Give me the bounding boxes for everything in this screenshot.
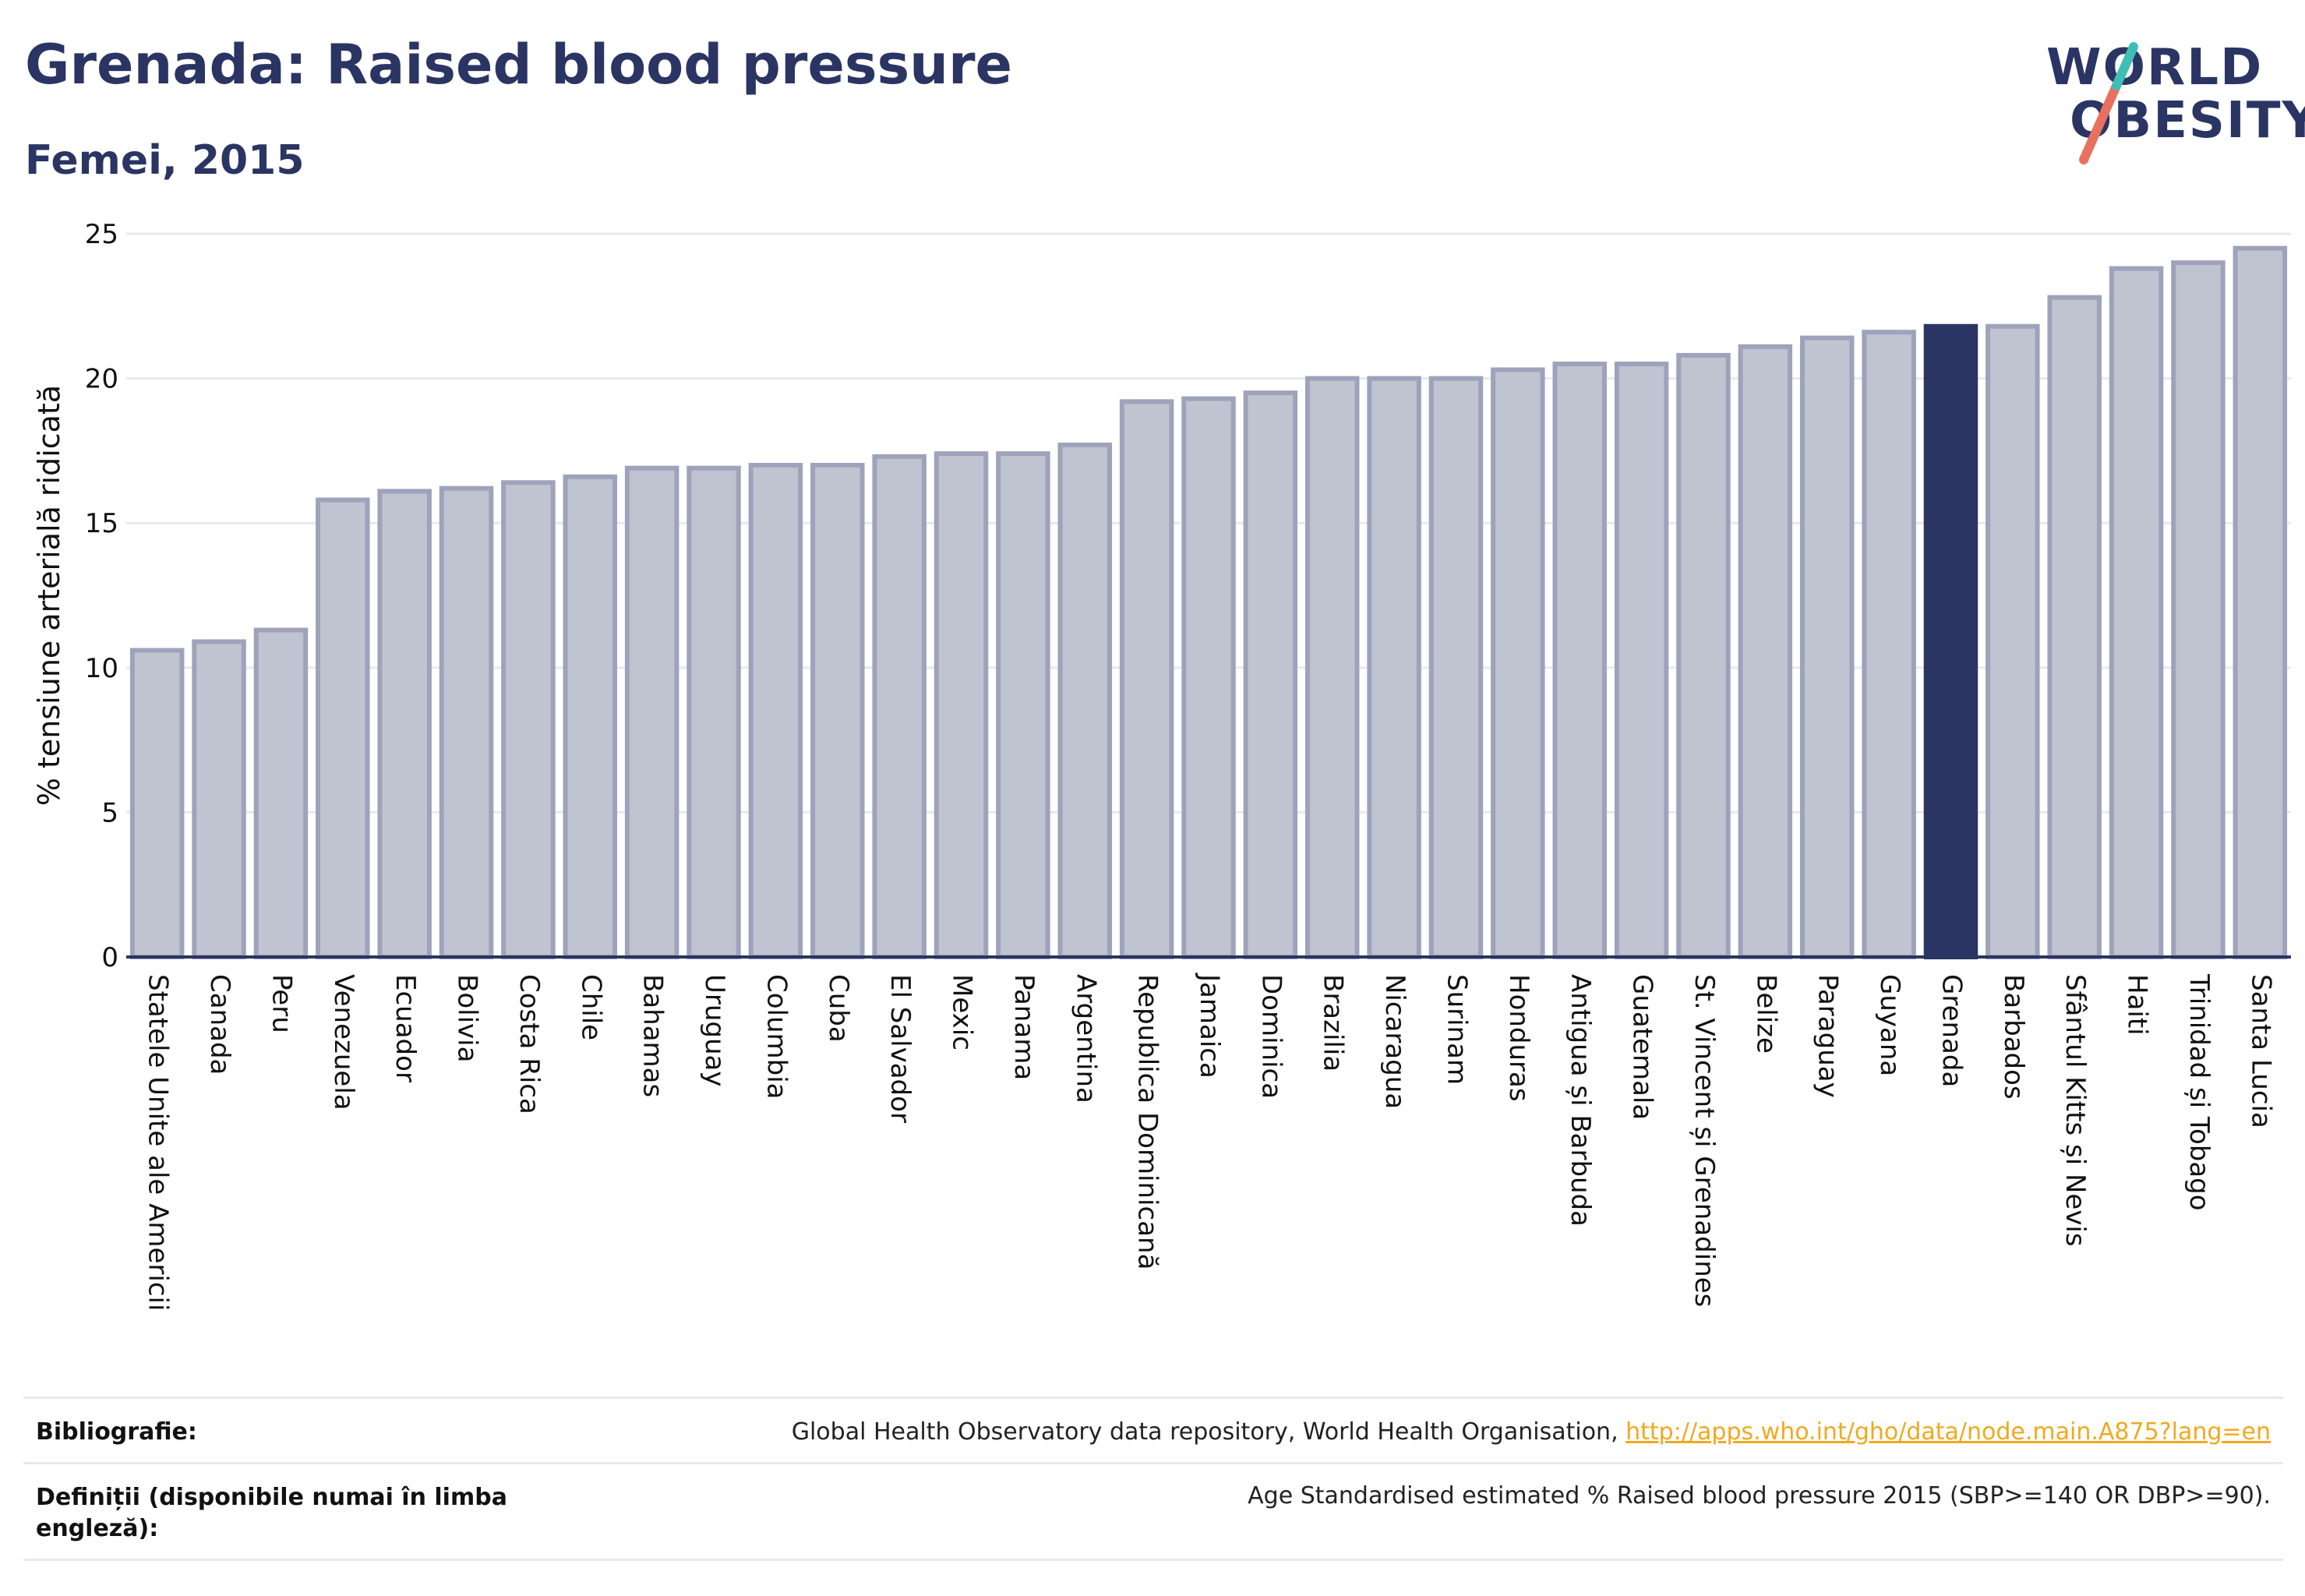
y-axis-label: % tensiune arterială ridicată [32, 385, 66, 806]
bibliography-text: Global Health Observatory data repositor… [791, 1418, 1626, 1446]
bar [2047, 295, 2102, 959]
bar [129, 648, 185, 959]
bar [1676, 352, 1731, 960]
bar [501, 480, 556, 959]
bar [810, 462, 865, 959]
x-tick-label: Jamaica [1194, 973, 1225, 1079]
y-tick-label: 15 [85, 508, 118, 539]
x-tick-label: El Salvador [884, 974, 916, 1123]
x-tick-label: Sfântul Kitts și Nevis [2060, 974, 2091, 1247]
bar [748, 462, 803, 959]
x-tick-label: Peru [266, 974, 297, 1033]
y-tick-label: 0 [101, 942, 118, 973]
x-tick-label: Cuba [823, 974, 854, 1043]
chart-title: Grenada: Raised blood pressure [25, 33, 1013, 97]
bar [687, 465, 741, 959]
bar [1057, 442, 1113, 959]
bar [2171, 260, 2226, 960]
bar [2109, 266, 2164, 959]
y-tick-label: 10 [85, 653, 118, 684]
x-tick-label: Barbados [1998, 974, 2029, 1100]
bar [934, 451, 989, 959]
x-tick-label: Antigua și Barbuda [1565, 974, 1596, 1227]
x-tick-label: Canada [204, 974, 235, 1075]
bar [1428, 376, 1484, 960]
bar [1491, 367, 1545, 960]
definitions-label: Definiții (disponibile numai în limba en… [36, 1484, 507, 1542]
x-tick-label: Grenada [1936, 974, 1967, 1087]
x-tick-label: Chile [575, 974, 606, 1040]
bar [316, 497, 370, 959]
bar [253, 627, 309, 959]
x-tick-label: Trinidad și Tobago [2183, 973, 2215, 1211]
bar [872, 454, 927, 960]
bibliography-link[interactable]: http://apps.who.int/gho/data/node.main.A… [1626, 1418, 2271, 1446]
x-tick-label: Nicaragua [1379, 974, 1410, 1109]
bar [1923, 323, 1978, 959]
x-tick-label: Columbia [761, 974, 792, 1100]
x-tick-label: Santa Lucia [2245, 974, 2276, 1128]
x-tick-label: Bahamas [637, 974, 669, 1097]
x-tick-label: Bolivia [452, 974, 483, 1062]
bar [1738, 344, 1793, 959]
bar [1367, 376, 1421, 960]
bar [1862, 330, 1916, 959]
x-tick-label: Brazilia [1318, 974, 1349, 1072]
bibliography-row: Bibliografie: Global Health Observatory … [23, 1418, 2283, 1465]
x-tick-label: Mexic [947, 974, 978, 1050]
world-obesity-logo[interactable]: WORLD OBESITY [2042, 31, 2305, 171]
bibliography-value: Global Health Observatory data repositor… [792, 1418, 2271, 1446]
x-tick-label: Dominica [1255, 974, 1287, 1099]
bar [192, 639, 246, 960]
bar [1799, 335, 1855, 959]
x-tick-label: St. Vincent și Grenadines [1689, 974, 1720, 1307]
bar [624, 465, 679, 959]
x-tick-label: Panama [1008, 974, 1040, 1080]
x-tick-label: Venezuela [328, 974, 359, 1110]
x-tick-label: Republica Dominicană [1132, 974, 1163, 1269]
x-tick-label: Ecuador [390, 974, 421, 1082]
x-tick-label: Costa Rica [514, 974, 545, 1114]
y-tick-label: 5 [101, 797, 118, 828]
logo-line-1: WORLD [2046, 39, 2264, 97]
x-tick-label: Statele Unite ale Americii [143, 974, 174, 1311]
x-tick-label: Surinam [1441, 974, 1472, 1085]
bibliography-label: Bibliografie: [36, 1418, 197, 1446]
bar [1119, 399, 1174, 959]
bar [1181, 396, 1236, 960]
x-tick-label: Uruguay [699, 974, 730, 1087]
bar-chart: 0 5 10 15 20 25 % tensiune arterială ridicată S… [32, 219, 2291, 1311]
bar [996, 451, 1050, 959]
bar [1304, 376, 1360, 960]
bar [439, 486, 494, 959]
y-tick-label: 25 [85, 219, 118, 250]
x-tick-label: Guatemala [1627, 974, 1658, 1120]
x-tick-label: Paraguay [1813, 974, 1844, 1098]
footer-divider-middle [23, 1462, 2283, 1464]
definitions-row: Definiții (disponibile numai în limba en… [23, 1482, 2283, 1568]
definitions-value: Age Standardised estimated % Raised bloo… [1248, 1482, 2271, 1509]
x-tick-label: Haiti [2122, 974, 2153, 1036]
chart-subtitle: Femei, 2015 [25, 137, 305, 184]
footer-divider-bottom [23, 1559, 2283, 1561]
x-tick-label: Argentina [1070, 974, 1101, 1103]
y-tick-label: 20 [85, 364, 118, 395]
footer-divider-top [23, 1396, 2283, 1399]
bar [1243, 390, 1298, 960]
bar [377, 489, 432, 960]
x-tick-label: Honduras [1503, 974, 1534, 1102]
x-tick-label: Guyana [1874, 974, 1905, 1076]
bar [1986, 323, 2040, 959]
bar [1552, 362, 1607, 960]
bar [563, 474, 618, 960]
bar [2233, 245, 2288, 959]
x-tick-label: Belize [1750, 974, 1781, 1054]
logo-slash-icon [2079, 42, 2138, 164]
bar [1614, 362, 1669, 960]
